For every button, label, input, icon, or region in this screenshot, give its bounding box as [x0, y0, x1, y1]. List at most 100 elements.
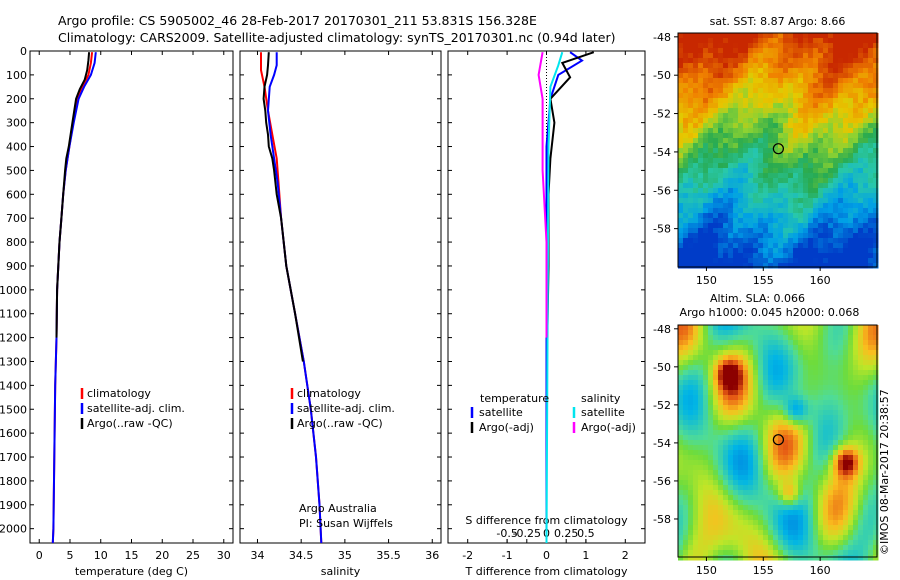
x-tick-label: 5: [66, 549, 73, 562]
legend-label: Argo(-adj): [479, 421, 534, 434]
y-tick-label: 1500: [0, 403, 27, 416]
y-tick-label: 300: [6, 117, 27, 130]
legend-label: Argo(-adj): [581, 421, 636, 434]
x-tick-label: 20: [155, 549, 169, 562]
legend-label: climatology: [297, 387, 361, 400]
title-line-1: Argo profile: CS 5905002_46 28-Feb-2017 …: [58, 13, 537, 28]
x-tick-label: -2: [462, 549, 473, 562]
series-salinity-1: [266, 52, 323, 544]
series-salinity-2: [262, 52, 304, 362]
y-tick-label: 1600: [0, 427, 27, 440]
annotation: Argo Australia: [299, 502, 377, 515]
panel-frame: [29, 50, 234, 544]
panel-salinity: 34 34.5 35 35.5 36 salinity climatology satelli…: [239, 50, 442, 578]
map-y-tick-label: -48: [653, 31, 671, 44]
y-tick-label: 1200: [0, 332, 27, 345]
y-tick-label: 1400: [0, 379, 27, 392]
map-x-tick-label: 155: [753, 564, 774, 577]
y-tick-label: 500: [6, 164, 27, 177]
map-y-tick-label: -54: [653, 146, 671, 159]
legend-label: climatology: [87, 387, 151, 400]
x-tick-label: 34: [250, 549, 264, 562]
credit-text: ©IMOS 08-Mar-2017 20:38:57: [878, 389, 891, 555]
legend-label: satellite-adj. clim.: [297, 402, 395, 415]
annotation: PI: Susan Wijffels: [299, 517, 393, 530]
map-y-tick-label: -56: [653, 475, 671, 488]
legend-heading: temperature: [480, 392, 549, 405]
x-axis-label: salinity: [321, 565, 361, 578]
map-frame: [677, 324, 878, 558]
series-diff-3: [537, 52, 548, 338]
panel-temperature: 0100200300400500600700800900100011001200…: [0, 45, 234, 578]
y-tick-label: 1700: [0, 451, 27, 464]
map-y-tick-label: -50: [653, 69, 671, 82]
map-x-tick-label: 150: [696, 274, 717, 287]
map-y-tick-label: -52: [653, 108, 671, 121]
legend-label: Argo(..raw -QC): [297, 417, 383, 430]
legend-label: satellite: [581, 406, 625, 419]
legend-label: satellite: [479, 406, 523, 419]
x-tick-label: 34.5: [289, 549, 314, 562]
map-field: [678, 33, 879, 269]
map-x-tick-label: 155: [753, 274, 774, 287]
y-tick-label: 1800: [0, 475, 27, 488]
x-tick-label: 35: [338, 549, 352, 562]
series-diff-2: [545, 51, 564, 544]
argo-location-marker: [772, 143, 784, 155]
map-sla: 150 155 160 -48 -50 -52 -54 -56 -58 Altim. SLA: 0…: [653, 292, 879, 577]
map-y-tick-label: -48: [653, 323, 671, 336]
y-tick-label: 900: [6, 260, 27, 273]
x-tick-label: 1: [582, 549, 589, 562]
y-tick-label: 1300: [0, 355, 27, 368]
map-y-tick-label: -58: [653, 223, 671, 236]
x-tick-label: 10: [94, 549, 108, 562]
series-temperature-2: [55, 52, 91, 338]
argo-location-marker: [772, 434, 784, 446]
title-line-2: Climatology: CARS2009. Satellite-adjuste…: [58, 30, 616, 45]
legend-label: satellite-adj. clim.: [87, 402, 185, 415]
x-axis-label: temperature (deg C): [75, 565, 188, 578]
x-tick-label: 2: [622, 549, 629, 562]
map-y-tick-label: -54: [653, 437, 671, 450]
y-tick-label: 0: [20, 45, 27, 58]
map-y-tick-label: -58: [653, 513, 671, 526]
y-tick-label: 700: [6, 212, 27, 225]
series-diff-0: [545, 51, 584, 543]
x-axis-label: T difference from climatology: [465, 565, 628, 578]
x-tick-label: 0: [543, 549, 550, 562]
x-tick-label: -1: [502, 549, 513, 562]
x-tick-label: 35.5: [376, 549, 401, 562]
panel-diff: -2 -1 0 1 2 T difference from climatology -0.5…: [447, 50, 646, 578]
map-y-tick-label: -50: [653, 361, 671, 374]
y-tick-label: 800: [6, 236, 27, 249]
y-tick-label: 200: [6, 93, 27, 106]
map-subtitle: Argo h1000: 0.045 h2000: 0.068: [680, 306, 860, 319]
legend-heading: salinity: [581, 392, 621, 405]
x-tick-label: 15: [125, 549, 139, 562]
y-tick-label: 600: [6, 188, 27, 201]
map-y-tick-label: -52: [653, 399, 671, 412]
y-tick-label: 1000: [0, 284, 27, 297]
x2-tick-label: -0.5: [496, 527, 517, 540]
x-tick-label: 0: [36, 549, 43, 562]
y-tick-label: 1900: [0, 499, 27, 512]
x-tick-label: 36: [425, 549, 439, 562]
y-tick-label: 2000: [0, 523, 27, 536]
y-tick-label: 1100: [0, 308, 27, 321]
map-x-tick-label: 150: [696, 564, 717, 577]
map-title: Altim. SLA: 0.066: [710, 292, 805, 305]
x2-tick-label: 0.5: [577, 527, 595, 540]
map-frame: [677, 32, 878, 268]
map-sst: 150 155 160 -48 -50 -52 -54 -56 -58 sat. SST: 8.8…: [653, 15, 879, 287]
map-field: [678, 325, 879, 561]
y-tick-label: 400: [6, 141, 27, 154]
legend-label: Argo(..raw -QC): [87, 417, 173, 430]
x2-tick-label: 0.25: [554, 527, 579, 540]
map-title: sat. SST: 8.87 Argo: 8.66: [710, 15, 846, 28]
map-x-tick-label: 160: [810, 274, 831, 287]
map-x-tick-label: 160: [810, 564, 831, 577]
x-tick-label: 25: [186, 549, 200, 562]
map-y-tick-label: -56: [653, 184, 671, 197]
x-tick-label: 30: [217, 549, 231, 562]
